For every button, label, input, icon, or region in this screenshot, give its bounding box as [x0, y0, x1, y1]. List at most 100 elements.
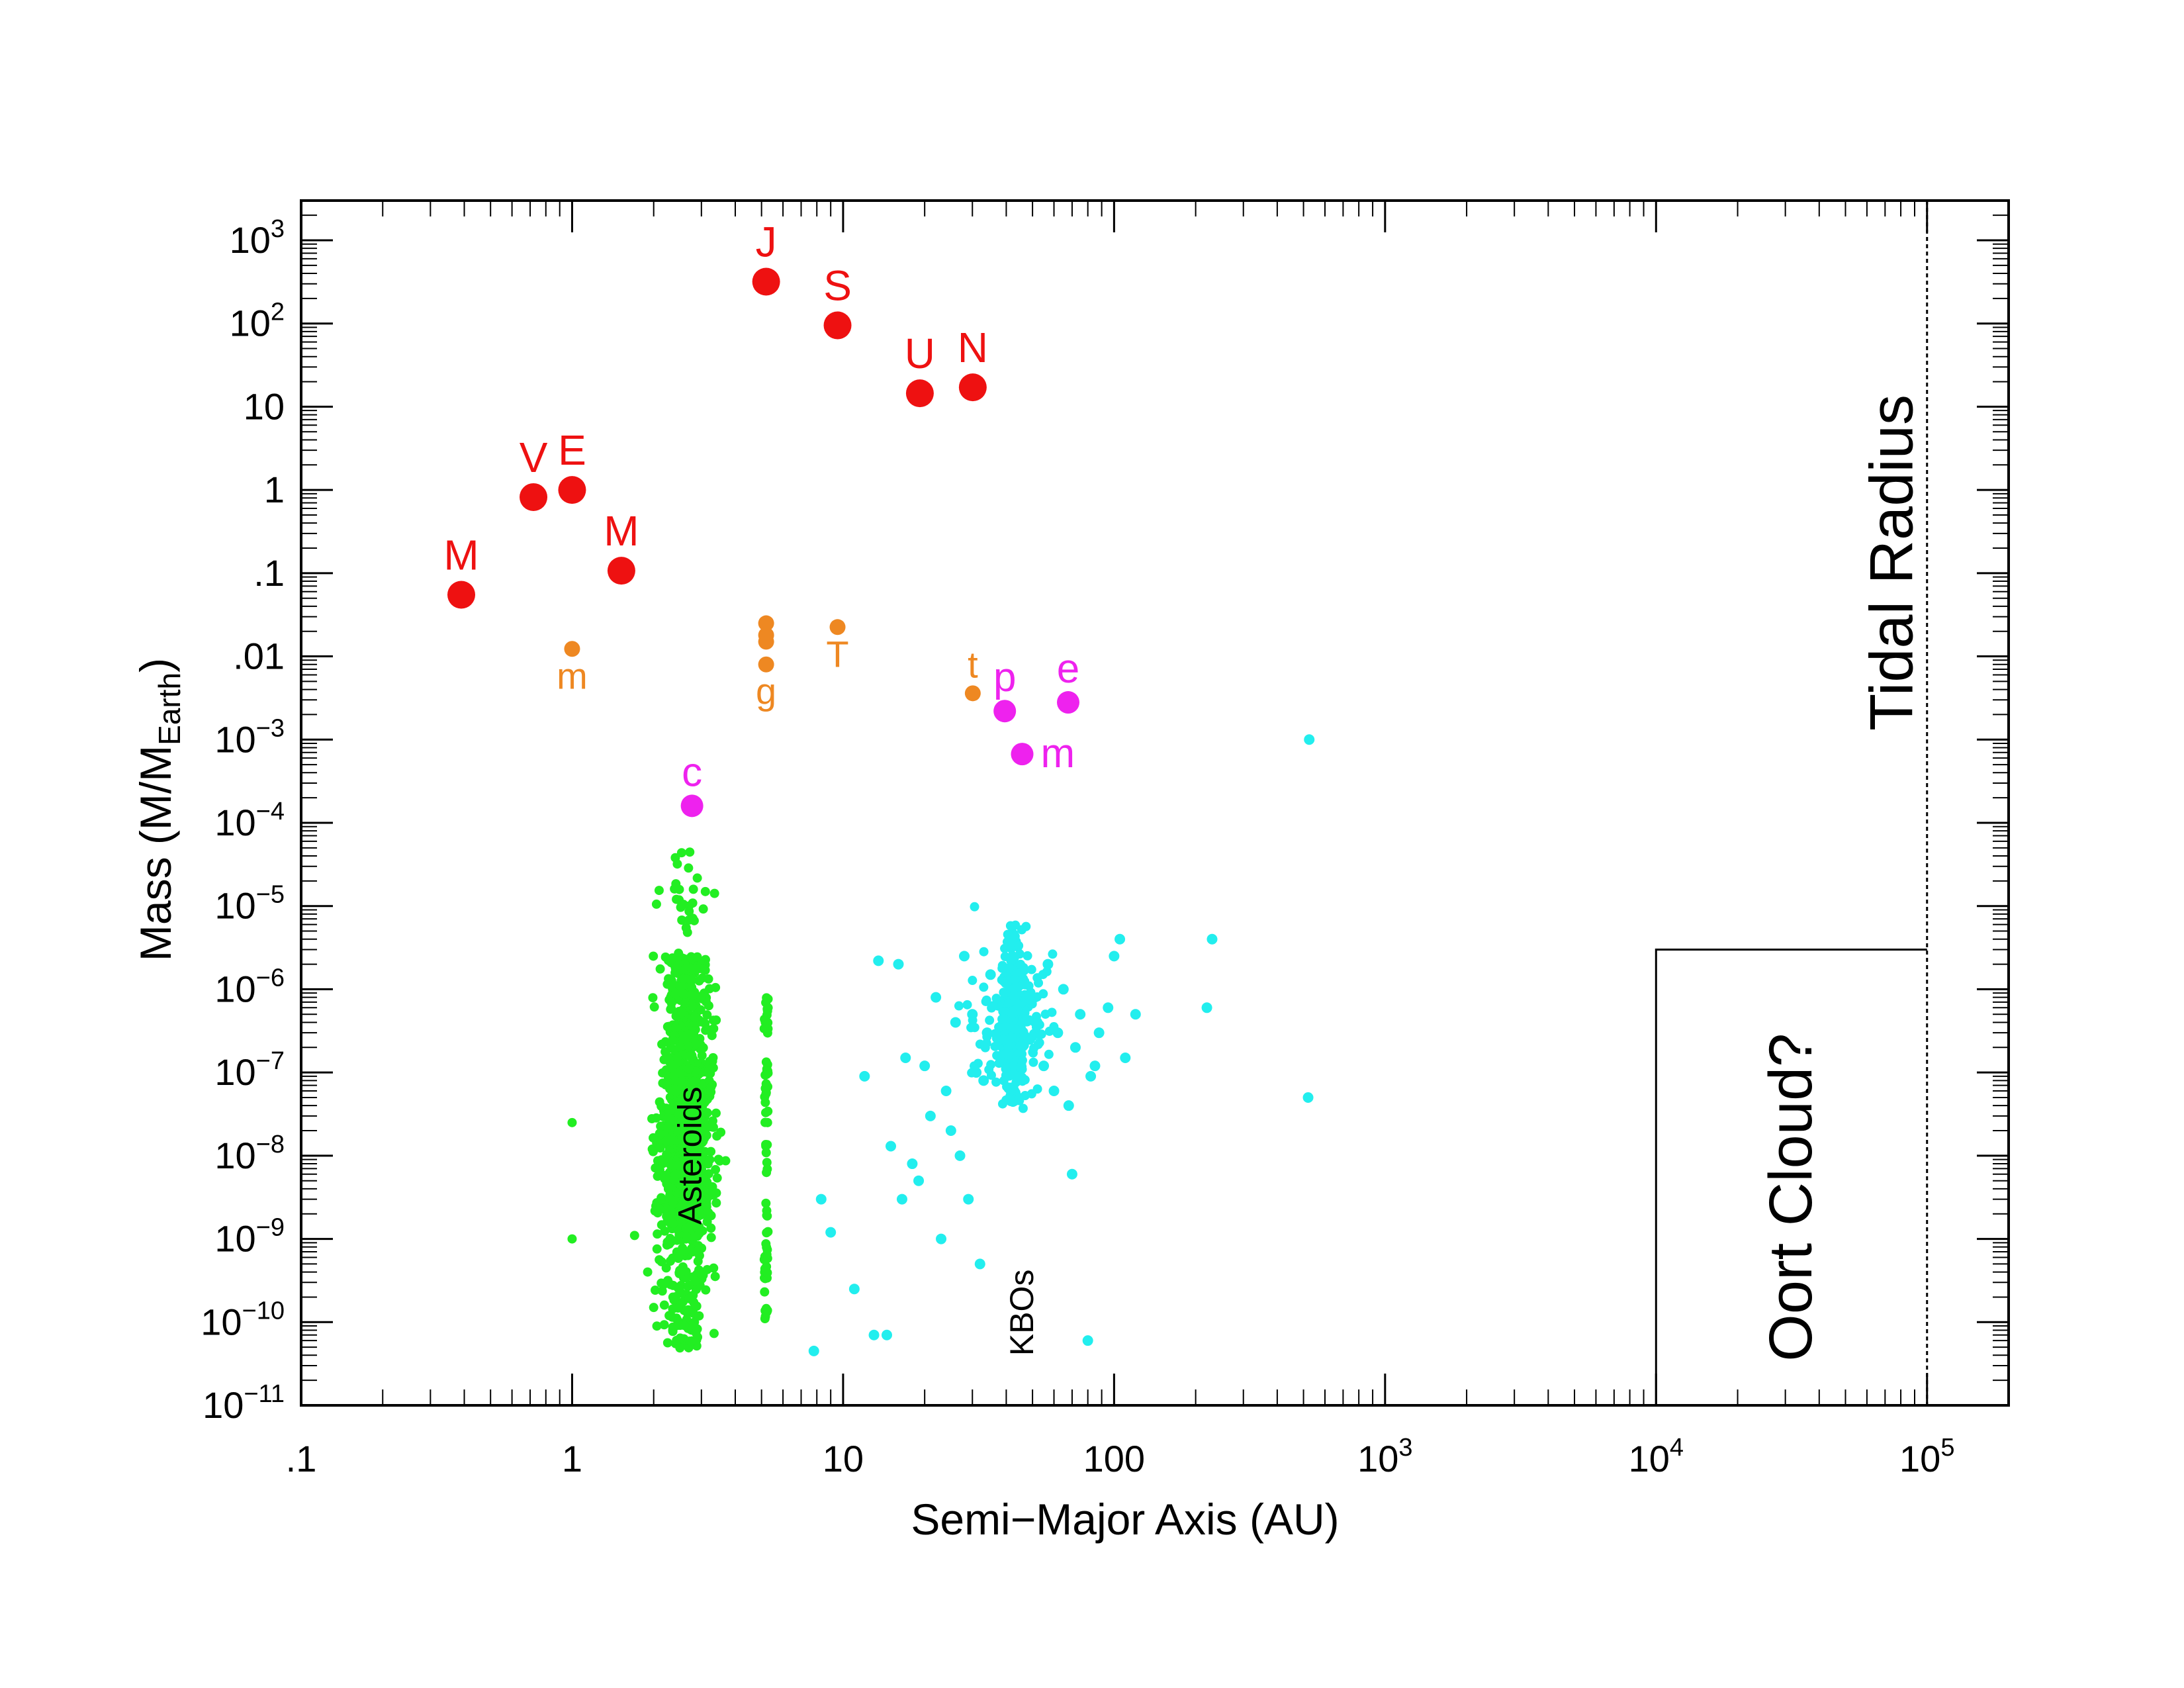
kbo-point — [1007, 1023, 1017, 1033]
asteroid-point — [674, 1253, 684, 1263]
moon-label: g — [756, 671, 776, 712]
kbo-point — [1020, 1075, 1030, 1085]
kbo-point — [1025, 1035, 1035, 1045]
moon-label: T — [826, 633, 848, 675]
asteroid-point — [709, 888, 719, 898]
kbo-point — [971, 1067, 982, 1078]
asteroid-point — [702, 1201, 711, 1211]
asteroid-point — [662, 1150, 672, 1160]
asteroid-point — [690, 1013, 700, 1023]
y-tick-label: 10−3 — [214, 714, 285, 760]
asteroid-point — [668, 1322, 678, 1332]
asteroid-point — [697, 1164, 707, 1174]
kbo-point — [984, 1064, 994, 1074]
asteroid-point — [657, 1039, 667, 1049]
oort-cloud-label: Oort Cloud? — [1757, 1033, 1825, 1362]
kbo-point — [1034, 1038, 1044, 1048]
y-tick-label: 10 — [244, 385, 285, 427]
asteroid-point — [672, 894, 682, 904]
asteroid-point — [706, 1147, 716, 1156]
kbo-point — [1120, 1053, 1131, 1064]
asteroid-point — [677, 1208, 687, 1218]
asteroid-point — [685, 847, 695, 857]
asteroid-point — [759, 1023, 769, 1033]
kbo-point — [994, 1058, 1004, 1068]
kbo-point — [1085, 1070, 1097, 1082]
asteroid-point — [676, 848, 686, 858]
asteroid-point — [762, 1205, 772, 1215]
y-tick-label: 10−4 — [214, 798, 285, 843]
asteroid-point — [668, 1035, 678, 1045]
asteroid-point — [688, 1246, 698, 1256]
asteroid-point — [649, 951, 659, 961]
kbo-point — [825, 1227, 837, 1238]
asteroid-point — [655, 1143, 665, 1153]
asteroid-point — [760, 1311, 770, 1321]
kbo-point — [893, 959, 904, 970]
asteroid-point — [694, 1311, 704, 1321]
asteroid-point — [676, 1246, 686, 1256]
kbo-point — [925, 1110, 936, 1121]
asteroid-point — [669, 1071, 679, 1081]
kbo-point — [1003, 929, 1013, 939]
planet-point — [752, 267, 780, 296]
planet-point — [958, 373, 987, 402]
asteroid-point — [672, 1053, 682, 1063]
kbo-point — [1302, 1092, 1314, 1103]
asteroid-point — [655, 1255, 664, 1265]
asteroid-point — [687, 982, 697, 992]
kbo-point — [991, 994, 1001, 1004]
dwarf-planet-points — [680, 691, 1080, 818]
kbo-point — [868, 1329, 880, 1340]
dwarf-planet-label: p — [993, 655, 1016, 700]
asteroid-point — [762, 1250, 772, 1260]
asteroid-point — [762, 1158, 772, 1168]
kbo-point — [1093, 1027, 1105, 1039]
kbo-points — [808, 734, 1315, 1356]
asteroid-point — [762, 993, 772, 1003]
kbo-point — [992, 1051, 1002, 1060]
kbo-point — [990, 1041, 1000, 1051]
asteroid-point — [703, 1159, 713, 1169]
asteroid-point — [692, 1301, 702, 1311]
asteroid-point — [686, 1164, 696, 1174]
kbo-point — [1048, 949, 1058, 959]
y-tick-label: 10−6 — [214, 964, 285, 1009]
kbo-point — [985, 1015, 995, 1025]
asteroid-point — [760, 1070, 770, 1080]
kbo-point — [963, 1194, 974, 1205]
dwarf-planet-label: m — [1041, 731, 1075, 776]
asteroid-point — [652, 1244, 662, 1254]
kbo-point — [1003, 998, 1013, 1008]
asteroid-point — [648, 993, 658, 1003]
moon-points — [564, 615, 981, 702]
asteroid-point — [648, 1147, 658, 1156]
kbo-point — [1069, 1042, 1081, 1053]
asteroid-point — [674, 1284, 684, 1293]
kbo-point — [959, 951, 970, 962]
asteroid-point — [709, 1015, 719, 1025]
asteroid-point — [682, 1185, 692, 1195]
asteroid-point — [670, 989, 680, 999]
asteroid-point — [706, 1082, 716, 1092]
kbo-point — [900, 1053, 911, 1064]
asteroid-point — [680, 1085, 690, 1095]
kbo-point — [1066, 1168, 1077, 1180]
kbo-point — [1009, 991, 1019, 1001]
asteroid-point — [670, 1170, 680, 1180]
moon-point — [564, 641, 580, 657]
asteroid-point — [760, 1287, 770, 1297]
asteroid-point — [670, 884, 680, 894]
kbo-point — [1015, 949, 1024, 959]
asteroid-point — [651, 1286, 660, 1295]
asteroid-point — [684, 1064, 694, 1074]
asteroid-point — [682, 1140, 692, 1150]
asteroid-point — [698, 904, 708, 914]
asteroid-points — [567, 847, 773, 1353]
kbo-point — [1058, 984, 1069, 995]
kbo-point — [1089, 1060, 1101, 1072]
kbo-point — [998, 1007, 1008, 1017]
dwarf-planet-label: e — [1057, 646, 1079, 692]
kbo-point — [1007, 1033, 1017, 1043]
kbo-point — [1042, 959, 1054, 970]
